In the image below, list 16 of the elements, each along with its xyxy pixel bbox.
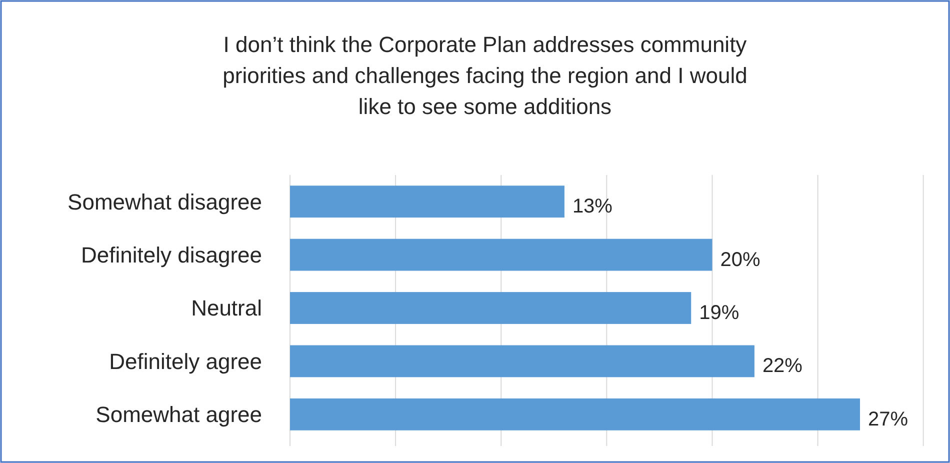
chart-title: I don’t think the Corporate Plan addresses community priorities and challenges facing the region and I would like to see some additions (222, 32, 748, 119)
bar (290, 398, 860, 430)
y-tick-label: Somewhat agree (96, 402, 262, 428)
y-tick-label: Somewhat disagree (68, 189, 262, 214)
bar (290, 292, 692, 324)
data-label: 27% (868, 408, 908, 430)
y-tick-label: Definitely disagree (81, 242, 262, 268)
data-label: 13% (572, 196, 613, 218)
data-label: 20% (720, 248, 760, 271)
y-tick-label: Definitely agree (109, 348, 262, 374)
bar (290, 186, 564, 218)
data-label: 22% (762, 355, 803, 378)
data-label: 19% (699, 302, 740, 324)
y-tick-label: Neutral (191, 296, 262, 321)
bar (290, 238, 712, 271)
bar (290, 345, 754, 378)
